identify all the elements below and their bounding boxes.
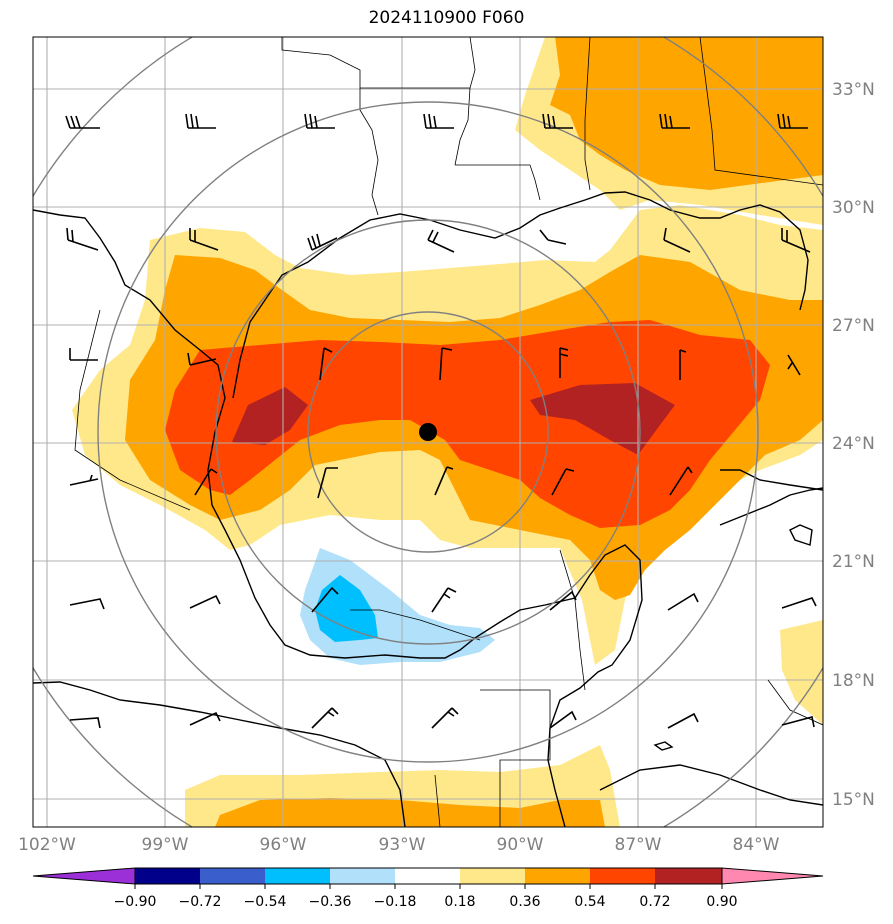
colorbar-low-extend <box>32 867 136 885</box>
contour-0-72-east <box>530 383 675 455</box>
map-title: 2024110900 F060 <box>368 8 525 28</box>
lat-label: 33°N <box>832 80 875 100</box>
lat-label: 18°N <box>832 671 875 691</box>
contour-fills <box>72 37 823 827</box>
range-rings <box>33 37 823 827</box>
colorbar-high-extend <box>721 867 824 885</box>
lat-label: 24°N <box>832 434 875 454</box>
coastlines <box>33 191 823 827</box>
contour-0-36-northeast <box>550 37 823 190</box>
colorbar-segment <box>590 868 655 884</box>
contour-0-18-southeast <box>780 620 823 725</box>
state-borders <box>74 37 823 827</box>
lat-label: 21°N <box>832 552 875 572</box>
lon-label: 93°W <box>379 835 426 855</box>
latitude-labels: 33°N 30°N 27°N 24°N 21°N 18°N 15°N <box>832 80 875 810</box>
colorbar-segment <box>330 868 395 884</box>
colorbar-segment <box>395 868 460 884</box>
colorbar-segment <box>265 868 330 884</box>
colorbar-segment <box>655 868 722 884</box>
colorbar-tick-label: 0.72 <box>639 894 670 910</box>
colorbar-frame <box>134 867 723 885</box>
colorbar-tick-label: −0.18 <box>374 894 417 910</box>
colorbar-segment <box>135 868 200 884</box>
map-frame <box>32 36 824 828</box>
map-area <box>33 37 823 827</box>
storm-center-dot <box>419 423 437 441</box>
colorbar-tick-label: 0.54 <box>574 894 605 910</box>
contour-0-36-south <box>215 798 605 827</box>
contour-0-72-west <box>232 387 308 445</box>
colorbar: −0.90 −0.72 −0.54 −0.36 −0.18 0.18 0.36 … <box>32 867 824 910</box>
colorbar-tick-label: −0.90 <box>114 894 157 910</box>
colorbar-segment <box>200 868 265 884</box>
wind-barbs <box>65 113 817 729</box>
colorbar-segment <box>460 868 525 884</box>
colorbar-tick-label: 0.18 <box>444 894 475 910</box>
graticule <box>33 37 823 827</box>
contour-0-54-main <box>165 320 770 528</box>
colorbar-tick-label: −0.54 <box>244 894 287 910</box>
colorbar-segment <box>525 868 590 884</box>
lon-label: 84°W <box>733 835 780 855</box>
lon-label: 99°W <box>142 835 189 855</box>
longitude-labels: 102°W 99°W 96°W 93°W 90°W 87°W 84°W <box>18 835 780 855</box>
lon-label: 87°W <box>615 835 662 855</box>
lat-label: 15°N <box>832 790 875 810</box>
lon-label: 96°W <box>260 835 307 855</box>
colorbar-tick-label: −0.36 <box>309 894 352 910</box>
lon-label: 102°W <box>18 835 76 855</box>
lat-label: 27°N <box>832 316 875 336</box>
lat-label: 30°N <box>832 198 875 218</box>
lon-label: 90°W <box>497 835 544 855</box>
colorbar-tick-label: 0.36 <box>509 894 540 910</box>
contour-neg-0-36 <box>315 575 378 642</box>
colorbar-tick-label: 0.90 <box>706 894 737 910</box>
colorbar-tick-label: −0.72 <box>179 894 222 910</box>
